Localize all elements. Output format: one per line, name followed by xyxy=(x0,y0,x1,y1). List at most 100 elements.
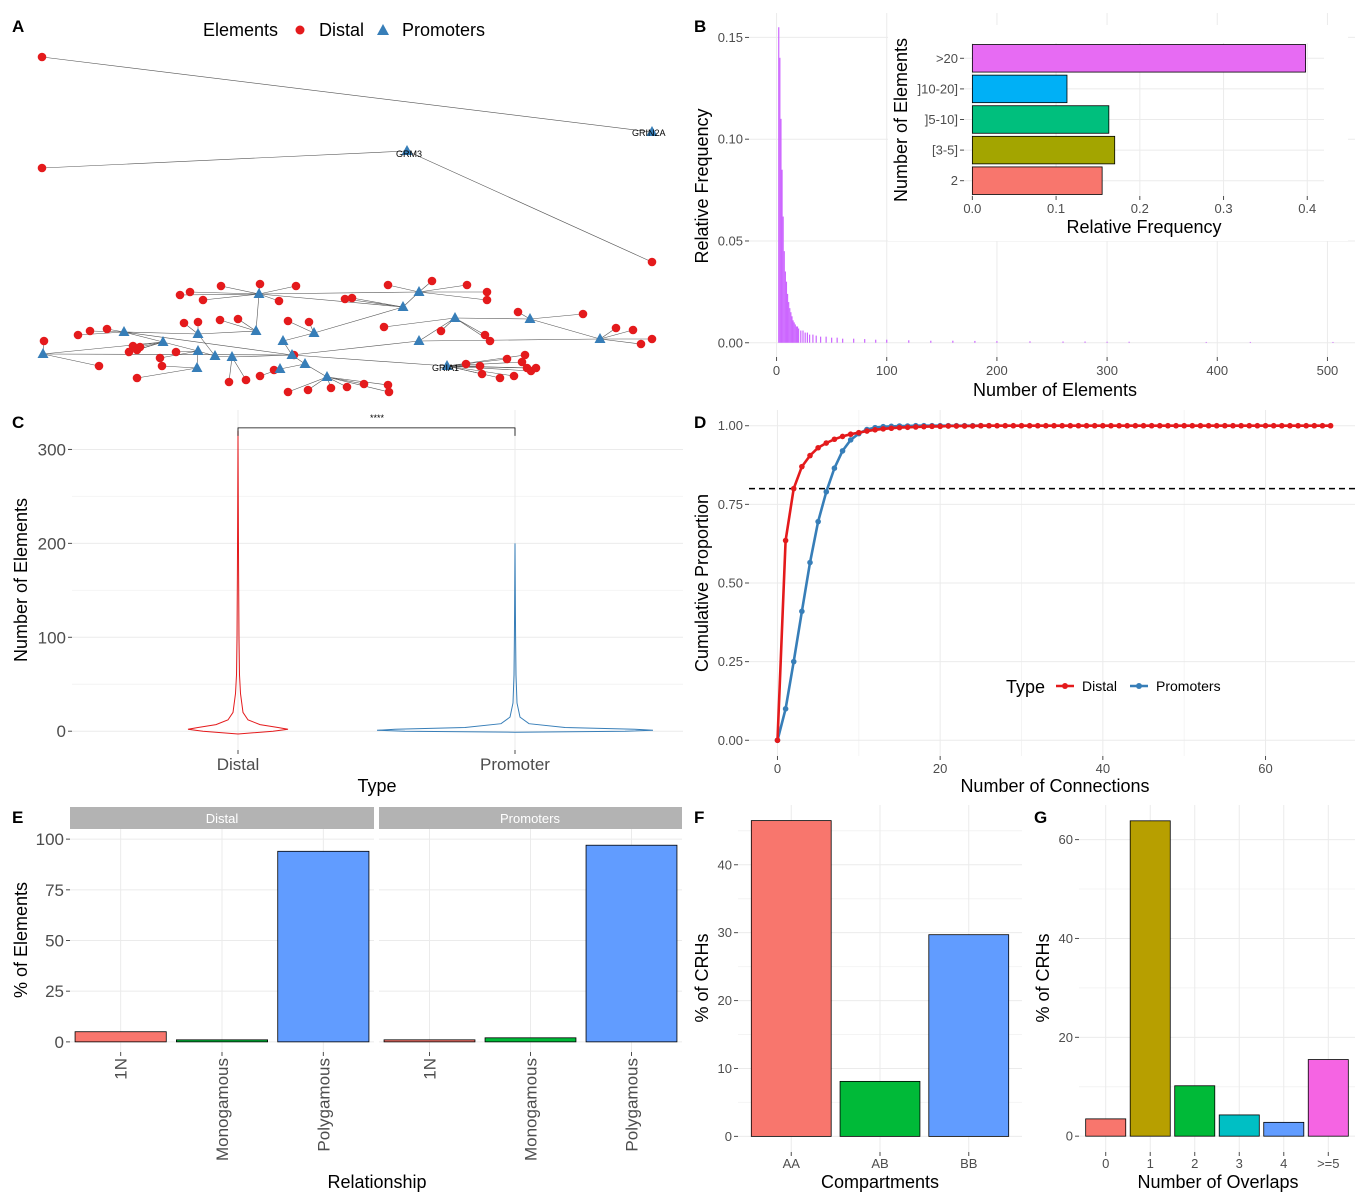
network-edge xyxy=(255,293,260,332)
distal-node xyxy=(198,295,208,305)
distal-node xyxy=(480,330,490,340)
distal-node xyxy=(135,342,145,352)
f-bar xyxy=(928,934,1010,1137)
overlaps-bars xyxy=(1085,820,1349,1137)
relationship-bar-1n xyxy=(74,1031,167,1043)
network-edge xyxy=(219,319,257,332)
distal-node xyxy=(485,336,495,346)
histogram-bar xyxy=(800,330,802,343)
distal-node xyxy=(102,324,112,334)
f-y-tick-label: 10 xyxy=(718,1061,732,1076)
node-label-gria1: GRIA1 xyxy=(432,363,459,373)
histogram-bar xyxy=(796,326,799,343)
f-y-tick-label: 0 xyxy=(725,1129,732,1144)
histogram-bar xyxy=(908,340,910,343)
histogram-bar xyxy=(789,308,791,343)
histogram-bar xyxy=(886,339,888,343)
cumulative-point-promoters xyxy=(831,465,838,471)
promoter-node xyxy=(413,286,425,296)
network-edge xyxy=(387,284,420,293)
distal-node xyxy=(509,371,519,381)
histogram-y-tick-label: 0.00 xyxy=(718,335,743,350)
network-edge xyxy=(383,317,456,328)
cumulative-point-distal xyxy=(782,537,789,544)
relationship-y-tick-label: 75 xyxy=(45,881,64,900)
distal-node xyxy=(155,353,165,363)
f-y-tick-label: 20 xyxy=(718,993,732,1008)
network-edge xyxy=(202,293,260,301)
g-x-tick-label: 0 xyxy=(1102,1156,1109,1171)
g-bar xyxy=(1263,1121,1305,1137)
legend-promoters-swatch xyxy=(377,24,389,35)
relationship-x-ticks: 1N Monogamous Polygamous 1N Monogamous Polyga… xyxy=(112,1052,642,1161)
cumulative-point-distal xyxy=(1173,422,1179,429)
histogram-bar xyxy=(806,332,808,343)
network-edge xyxy=(454,317,486,336)
histogram-bar xyxy=(875,339,877,343)
g-y-tick-label: 60 xyxy=(1059,832,1073,847)
relationship-x-tick-label: Monogamous xyxy=(213,1058,232,1161)
network-edge xyxy=(41,150,408,169)
cumulative-point-distal xyxy=(839,433,846,440)
histogram-bar xyxy=(1106,341,1108,343)
legend-distal-swatch xyxy=(295,25,305,35)
relationship-bar-monogamous xyxy=(175,1039,268,1043)
legend-distal-point xyxy=(1062,683,1068,689)
cumulative-point-distal xyxy=(1124,422,1131,429)
distal-node xyxy=(255,371,265,381)
promoter-node xyxy=(277,335,289,345)
cumulative-point-distal xyxy=(856,429,862,436)
inset-bar xyxy=(971,166,1103,195)
relationship-x-tick-label: Monogamous xyxy=(522,1058,541,1161)
cumulative-point-distal xyxy=(1091,422,1098,429)
cumulative-gridlines xyxy=(749,410,1355,756)
distal-node xyxy=(233,314,243,324)
network-edge xyxy=(161,365,198,369)
promoter-node xyxy=(413,335,425,345)
g-y-tick-label: 40 xyxy=(1059,931,1073,946)
histogram-bar xyxy=(782,216,784,343)
overlaps-panel: 0 20 40 60 0 1 2 3 4 >=5 Number of Overlaps % of… xyxy=(1033,805,1355,1192)
distal-node xyxy=(359,379,369,389)
compartments-x-label: Compartments xyxy=(821,1172,939,1192)
panel-label-g: G xyxy=(1034,808,1047,827)
cumulative-x-tick-label: 60 xyxy=(1258,761,1272,776)
cumulative-point-promoters xyxy=(839,448,846,454)
cumulative-legend-distal: Distal xyxy=(1082,678,1117,694)
cumulative-point-promoters xyxy=(799,608,805,615)
histogram-bar xyxy=(831,337,833,343)
histogram-y-label: Relative Frequency xyxy=(692,108,712,263)
network-edge xyxy=(529,313,584,320)
cumulative-point-distal xyxy=(1002,422,1009,429)
g-bar xyxy=(1307,1059,1349,1137)
inset-y-ticks: 2 [3-5]]5-10]]10-20] >20 xyxy=(918,51,964,188)
g-bar xyxy=(1085,1118,1127,1137)
network-edge xyxy=(287,320,315,334)
inset-y-tick-label: 2 xyxy=(951,173,958,188)
histogram-bar xyxy=(1249,341,1251,343)
compartments-x-ticks: AA AB BB xyxy=(783,1152,977,1171)
violin-y-tick-label: 0 xyxy=(57,722,66,741)
inset-x-tick-label: 0.4 xyxy=(1298,201,1316,216)
cumulative-point-distal xyxy=(1034,422,1041,429)
network-edge xyxy=(418,291,488,301)
promoter-node xyxy=(37,348,49,358)
inset-x-tick-label: 0.1 xyxy=(1047,201,1065,216)
overlaps-y-ticks: 0 20 40 60 xyxy=(1059,832,1079,1144)
cumulative-point-distal xyxy=(1189,422,1196,429)
cumulative-panel: 0.00 0.25 0.50 0.75 1.00 0 20 40 60 Number of C… xyxy=(692,410,1355,796)
cumulative-legend-title: Type xyxy=(1006,677,1045,697)
histogram-bar xyxy=(1084,341,1086,343)
cumulative-point-distal xyxy=(1140,422,1147,429)
network-edge xyxy=(446,361,523,367)
cumulative-point-distal xyxy=(880,426,887,432)
cumulative-point-promoters xyxy=(790,658,797,665)
cumulative-point-distal xyxy=(1018,422,1025,429)
compartments-bars xyxy=(750,820,1010,1137)
histogram-x-tick-label: 200 xyxy=(986,363,1008,378)
network-edge xyxy=(258,291,420,295)
cumulative-point-distal xyxy=(1327,422,1334,429)
f-y-tick-label: 40 xyxy=(718,857,732,872)
distal-node xyxy=(283,387,293,397)
